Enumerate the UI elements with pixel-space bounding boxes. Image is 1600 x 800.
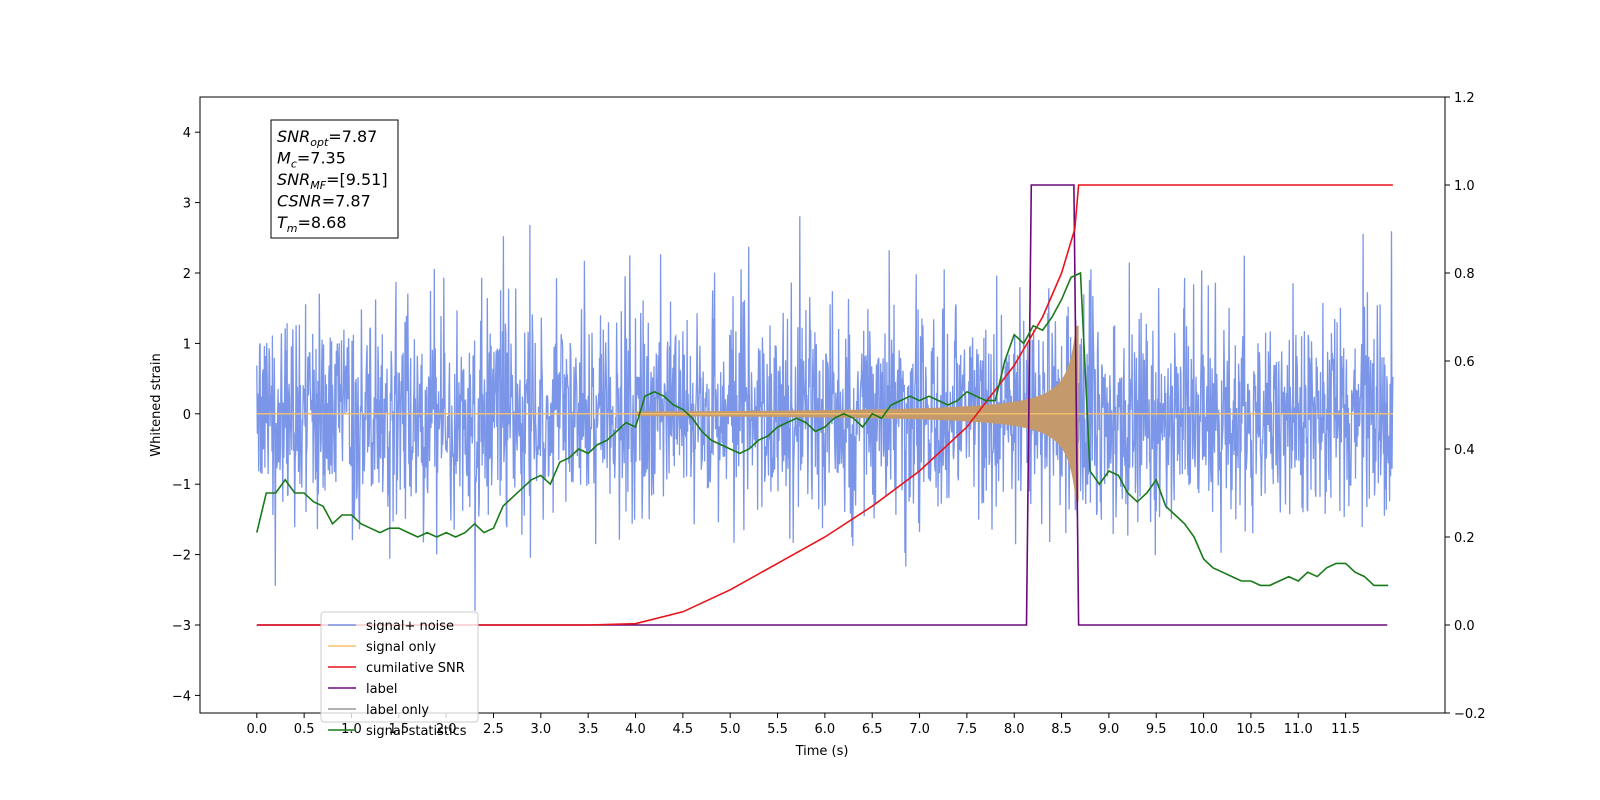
- x-tick-label: 11.5: [1331, 722, 1360, 737]
- x-tick-label: 6.5: [862, 722, 883, 737]
- y2-tick-label: 0.2: [1454, 531, 1475, 546]
- legend-label: signal+ noise: [366, 619, 454, 634]
- y-tick-label: 3: [183, 197, 191, 212]
- x-tick-label: 5.5: [767, 722, 788, 737]
- y2-tick-label: 0.0: [1454, 619, 1475, 634]
- axes-frame: [199, 96, 1446, 714]
- x-tick-label: 9.5: [1146, 722, 1167, 737]
- y-tick-label: −4: [172, 689, 191, 704]
- series-cumulative-snr: [256, 184, 1393, 626]
- y2-tick-label: 0.4: [1454, 443, 1475, 458]
- x-tick-label: 7.5: [957, 722, 978, 737]
- y2-tick-label: −0.2: [1454, 707, 1486, 722]
- x-tick-label: 11.0: [1284, 722, 1313, 737]
- info-line: SNRMF=[9.51]: [277, 170, 388, 192]
- x-tick-label: 9.0: [1099, 722, 1120, 737]
- x-tick-label: 4.5: [673, 722, 694, 737]
- info-line: SNRopt=7.87: [277, 127, 377, 149]
- x-tick-label: 2.5: [483, 722, 504, 737]
- legend-frame: [320, 611, 479, 723]
- y-tick-label: −3: [172, 619, 191, 634]
- legend-label: signal statistics: [366, 724, 467, 739]
- y-tick-label: 1: [183, 337, 191, 352]
- x-tick-label: 6.0: [815, 722, 836, 737]
- series-label: [256, 184, 1388, 626]
- y-tick-label: 2: [183, 267, 191, 282]
- series-signal-noise: [256, 216, 1394, 611]
- x-tick-label: 8.0: [1004, 722, 1025, 737]
- x-tick-label: 7.0: [909, 722, 930, 737]
- x-tick-label: 3.0: [530, 722, 551, 737]
- y-tick-label: 4: [183, 126, 191, 141]
- x-tick-label: 2.0: [436, 722, 457, 737]
- x-tick-label: 8.5: [1051, 722, 1072, 737]
- y-tick-label: −1: [172, 478, 191, 493]
- info-line: Tm=8.68: [277, 213, 347, 235]
- y-tick-label: 0: [183, 408, 191, 423]
- info-box-frame: [270, 119, 399, 239]
- plot-area: [256, 184, 1394, 626]
- y-tick-label: −2: [172, 549, 191, 564]
- x-tick-label: 10.5: [1236, 722, 1265, 737]
- legend-label: label: [366, 682, 397, 697]
- x-tick-label: 4.0: [625, 722, 646, 737]
- info-line: Mc=7.35: [277, 149, 346, 171]
- y2-tick-label: 0.8: [1454, 267, 1475, 282]
- x-tick-label: 5.0: [720, 722, 741, 737]
- y-axis-label: Whitened strain: [149, 353, 164, 456]
- x-tick-label: 10.0: [1189, 722, 1218, 737]
- y2-tick-label: 1.2: [1454, 91, 1475, 106]
- legend-label: cumilative SNR: [366, 661, 465, 676]
- y2-tick-label: 0.6: [1454, 355, 1475, 370]
- x-tick-label: 0.5: [294, 722, 315, 737]
- legend-label: label only: [366, 703, 429, 718]
- y-axis-left: −4 −3 −2 −1 0 1 2 3 4: [172, 126, 200, 704]
- x-tick-label: 1.5: [388, 722, 409, 737]
- x-axis: 0.0 0.5 1.0 1.5 2.0 2.5 3.0 3.5 4.0 4.5 5.0 5.5 6.0 6…: [246, 713, 1360, 737]
- y-axis-right: −0.2 0.0 0.2 0.4 0.6 0.8 1.0 1.2: [1445, 91, 1486, 722]
- x-tick-label: 0.0: [246, 722, 267, 737]
- legend: signal+ noise signal only cumilative SNR la…: [320, 611, 479, 739]
- series-signal-statistics: [256, 271, 1389, 587]
- info-line: CSNR=7.87: [277, 192, 371, 211]
- legend-label: signal only: [366, 640, 436, 655]
- y2-tick-label: 1.0: [1454, 179, 1475, 194]
- x-axis-label: Time (s): [795, 744, 849, 759]
- x-tick-label: 3.5: [578, 722, 599, 737]
- legend-items: signal+ noise signal only cumilative SNR la…: [328, 619, 467, 739]
